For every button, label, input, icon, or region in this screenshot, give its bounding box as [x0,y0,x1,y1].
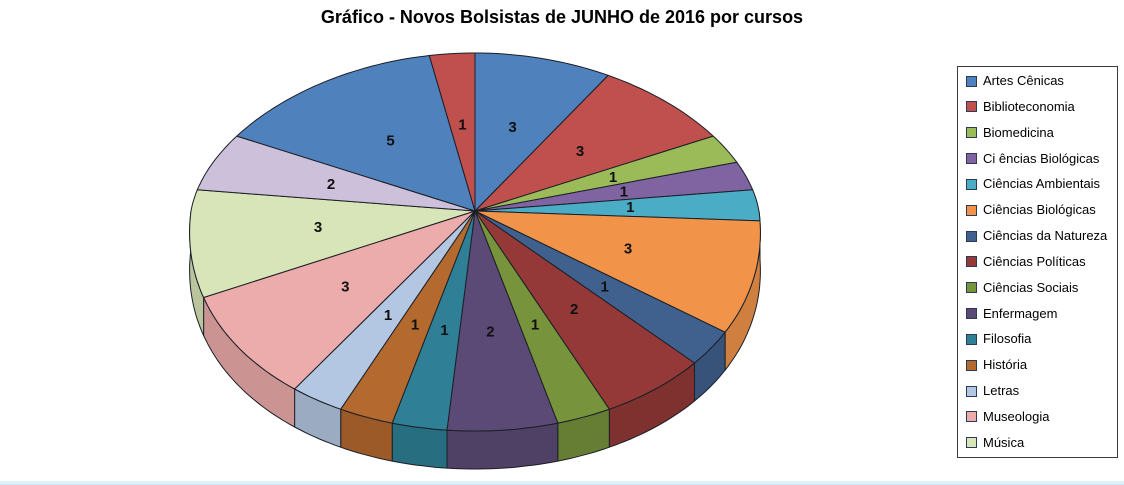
legend-item-label: Ci ências Biológicas [983,150,1100,166]
pie-slice-label-6: 3 [624,240,632,257]
pie-slice-2 [474,74,714,212]
pie-slice-6 [474,210,761,333]
legend-item-label: Filosofia [983,331,1032,347]
pie-slice-label-17: 5 [386,133,394,150]
legend-swatch-icon [966,256,977,268]
legend-item-label: Biblioteconomia [983,98,1075,114]
legend-item: Ciências Ambientais [966,176,1113,192]
legend-item: Ciências Biológicas [966,202,1113,218]
legend-item: História [966,357,1113,373]
chart-legend: Artes Cênicas Biblioteconomia Biomedicina C… [957,66,1118,458]
legend-swatch-icon [966,178,977,190]
legend-swatch-icon [966,437,977,449]
legend-item: Ciências Sociais [966,280,1113,296]
pie-slice-11 [391,210,476,431]
legend-item: Biomedicina [966,125,1113,141]
legend-item: Enfermagem [966,306,1113,322]
legend-item-label: Música [983,434,1025,450]
pie-slice-label-18: 1 [458,116,466,133]
pie-slice-9 [474,210,610,424]
pie-slice-17 [236,55,476,212]
pie-slice-13 [294,210,476,410]
legend-item-label: Ciências Ambientais [983,176,1101,192]
legend-swatch-icon [966,75,977,87]
legend-swatch-icon [966,308,977,320]
chart-title: Gráfico - Novos Bolsistas de JUNHO de 20… [320,7,804,27]
legend-swatch-icon [966,359,977,371]
legend-item-label: Artes Cênicas [983,73,1064,88]
legend-swatch-icon [966,385,977,397]
legend-item: Letras [966,383,1113,399]
pie-slice-label-11: 1 [440,322,448,339]
pie-slice-7 [474,210,726,364]
pie-slice-3 [474,135,738,212]
legend-item-label: Biomedicina [983,124,1054,140]
legend-item-label: Ciências Biológicas [983,202,1096,218]
legend-swatch-icon [966,127,977,139]
legend-item: Museologia [966,409,1113,425]
legend-swatch-icon [966,230,977,242]
pie-slice-label-7: 1 [601,278,609,295]
legend-swatch-icon [966,411,977,423]
pie-slice-label-3: 1 [609,169,617,186]
pie-slice-10 [446,210,559,432]
legend-item: Música [966,435,1113,451]
legend-swatch-icon [966,101,977,113]
legend-item: Biblioteconomia [966,99,1113,115]
legend-item-label: História [983,357,1028,373]
pie-slice-label-5: 1 [626,199,634,216]
pie-slice-8 [474,210,695,410]
pie-slice-label-14: 3 [341,278,349,295]
pie-slice-4 [474,161,754,212]
pie-slice-label-9: 1 [531,316,539,333]
legend-swatch-icon [966,153,977,165]
legend-item: Ciências da Natureza [966,228,1113,244]
pie-slice-label-4: 1 [620,184,628,201]
pie-slice-label-8: 2 [570,301,578,318]
pie-slice-12 [340,210,476,424]
legend-item-label: Ciências Políticas [983,253,1086,269]
pie-slice-label-1: 3 [508,119,516,136]
legend-item-label: Ciências da Natureza [983,228,1108,244]
pie-slice-15 [189,189,476,298]
pie-slice-1 [474,52,609,212]
legend-swatch-icon [966,204,977,216]
pie-slice-label-2: 3 [576,143,584,160]
legend-swatch-icon [966,333,977,345]
pie-slice-label-10: 2 [486,324,494,341]
legend-item: Filosofia [966,331,1113,347]
pie-slice-18 [428,52,476,212]
legend-item: Ciências Políticas [966,254,1113,270]
legend-item-label: Enfermagem [983,305,1058,321]
pie-slice-label-12: 1 [411,316,419,333]
legend-item-label: Letras [983,383,1020,399]
pie-slice-label-15: 3 [314,219,322,236]
bottom-edge-strip [0,481,1124,485]
legend-item: Ci ências Biológicas [966,151,1113,167]
legend-swatch-icon [966,282,977,294]
pie-slice-16 [196,135,476,212]
legend-item: Artes Cênicas [966,73,1113,89]
legend-item-label: Museologia [983,408,1050,424]
pie-slice-label-16: 2 [327,176,335,193]
pie-slice-14 [203,210,476,390]
pie-slice-label-13: 1 [384,307,392,324]
legend-item-label: Ciências Sociais [983,279,1079,295]
